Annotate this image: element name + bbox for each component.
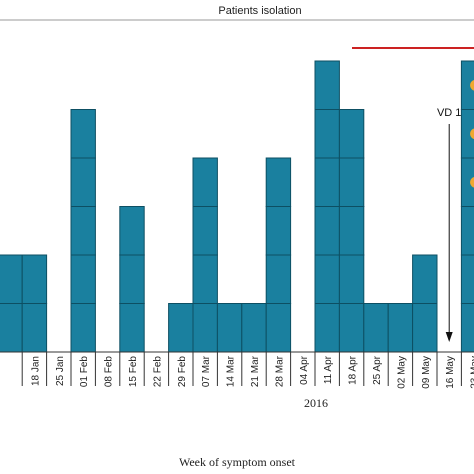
- bar-cell: [168, 303, 194, 353]
- x-tick-label: 11 Apr: [323, 355, 334, 384]
- bar-cell: [119, 254, 145, 304]
- x-tick-label: 29 Feb: [177, 356, 188, 388]
- bar-cell: [70, 254, 96, 304]
- bar-cell: [265, 157, 292, 207]
- bar-cell: [0, 303, 23, 353]
- x-tick-label: 22 Feb: [152, 356, 163, 388]
- bar-cell: [338, 303, 365, 353]
- bar-cell: [265, 254, 292, 304]
- x-tick-label: 18 Jan: [30, 356, 41, 386]
- x-tick-label: 09 May: [421, 356, 432, 389]
- bar-cell: [314, 109, 340, 159]
- bar-cell: [314, 206, 340, 256]
- bar-cell: [0, 254, 23, 304]
- bar-cell: [265, 303, 292, 353]
- bar-cell: [338, 206, 365, 256]
- case-dot: [470, 80, 474, 91]
- x-tick-label: 02 May: [396, 356, 407, 389]
- x-tick-label: 18 Apr: [348, 355, 359, 385]
- x-tick-label: 25 Apr: [372, 355, 383, 385]
- top-band-label: Patients isolation: [218, 5, 301, 17]
- bar-cell: [70, 157, 96, 207]
- x-tick-label: 08 Feb: [104, 356, 115, 388]
- bar-cell: [70, 206, 96, 256]
- bar-cell: [241, 303, 267, 353]
- x-tick-label: 21 Mar: [250, 355, 261, 387]
- bar-cell: [21, 303, 48, 353]
- bar-cell: [412, 254, 438, 304]
- bar-cell: [314, 254, 340, 304]
- bar-cell: [338, 109, 365, 159]
- x-ticks-group: 18 Jan 25 Jan 01 Feb 08 Feb 15 Feb 22 Feb 29 F…: [21, 352, 474, 389]
- bar-cell: [192, 157, 218, 207]
- bars-group: [0, 60, 474, 353]
- bar-cell: [460, 206, 474, 256]
- x-tick-label: 01 Feb: [79, 356, 90, 388]
- x-axis-title: Week of symptom onset: [179, 455, 296, 469]
- bar-cell: [460, 254, 474, 304]
- bar-cell: [338, 157, 365, 207]
- bar-cell: [70, 109, 96, 159]
- x-tick-label: 15 Feb: [128, 356, 139, 388]
- bar-cell: [387, 303, 414, 353]
- case-dot: [470, 128, 474, 140]
- bar-cell: [338, 254, 365, 304]
- bar-cell: [460, 303, 474, 353]
- x-tick-label: 23 May: [470, 356, 474, 389]
- bar-cell: [70, 303, 96, 353]
- x-tick-label: 28 Mar: [274, 355, 285, 387]
- bar-cell: [216, 303, 243, 353]
- bar-cell: [363, 303, 389, 353]
- case-dot: [470, 177, 474, 188]
- vd-arrow-head: [445, 332, 453, 342]
- year-label: 2016: [304, 396, 328, 410]
- bar-cell: [119, 303, 145, 353]
- bar-cell: [192, 254, 218, 304]
- bar-cell: [192, 303, 218, 353]
- x-tick-label: 04 Apr: [299, 355, 310, 385]
- bar-cell: [314, 303, 340, 353]
- bar-cell: [314, 60, 340, 110]
- x-tick-label: 07 Mar: [201, 355, 212, 387]
- bar-cell: [265, 206, 292, 256]
- bar-cell: [21, 254, 48, 304]
- x-tick-label: 25 Jan: [55, 356, 66, 386]
- x-tick-label: 14 Mar: [226, 355, 237, 387]
- bar-cell: [192, 206, 218, 256]
- vd-label: VD 1: [437, 107, 461, 119]
- x-tick-label: 16 May: [445, 356, 456, 389]
- bar-cell: [119, 206, 145, 256]
- bar-cell: [314, 157, 340, 207]
- overlays-group: VD 1: [352, 47, 474, 342]
- bar-cell: [412, 303, 438, 353]
